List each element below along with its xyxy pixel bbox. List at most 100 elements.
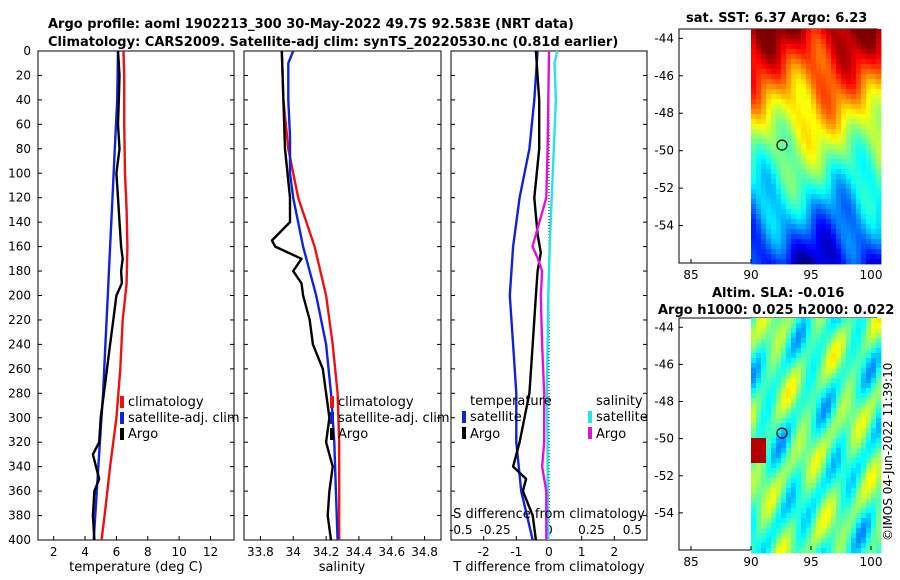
- map-cell: [831, 104, 837, 110]
- map-cell: [861, 159, 867, 165]
- map-cell: [836, 89, 842, 95]
- map-cell: [776, 84, 782, 90]
- map-cell: [856, 433, 862, 439]
- map-cell: [821, 373, 827, 379]
- map-cell: [876, 493, 882, 499]
- map-cell: [801, 174, 807, 180]
- map-cell: [796, 473, 802, 479]
- map-cell: [861, 89, 867, 95]
- map-cell: [826, 154, 832, 160]
- map-cell: [776, 94, 782, 100]
- map-cell: [866, 528, 872, 534]
- map-cell: [836, 259, 842, 265]
- map-cell: [866, 109, 872, 115]
- map-cell: [781, 149, 787, 155]
- map-cell: [831, 543, 837, 549]
- map-cell: [756, 174, 762, 180]
- map-cell: [816, 378, 822, 384]
- map-cell: [761, 438, 767, 444]
- map-cell: [801, 79, 807, 85]
- map-cell: [796, 149, 802, 155]
- map-cell: [801, 488, 807, 494]
- map-cell: [821, 69, 827, 75]
- map-cell: [806, 169, 812, 175]
- map-cell: [801, 398, 807, 404]
- map-cell: [826, 468, 832, 474]
- map-cell: [776, 358, 782, 364]
- map-cell: [766, 134, 772, 140]
- map-cell: [831, 159, 837, 165]
- map-cell: [846, 99, 852, 105]
- map-cell: [811, 154, 817, 160]
- map-cell: [761, 139, 767, 145]
- map-cell: [821, 59, 827, 65]
- map-cell: [776, 109, 782, 115]
- map-cell: [876, 174, 882, 180]
- map-cell: [786, 388, 792, 394]
- map-cell: [796, 333, 802, 339]
- map-cell: [821, 169, 827, 175]
- map-cell: [766, 69, 772, 75]
- map-cell: [786, 328, 792, 334]
- map-cell: [796, 259, 802, 265]
- map-cell: [876, 119, 882, 125]
- map-cell: [831, 49, 837, 55]
- map-cell: [806, 353, 812, 359]
- map-cell: [806, 413, 812, 419]
- map-cell: [861, 224, 867, 230]
- map-cell: [791, 378, 797, 384]
- map-cell: [871, 109, 877, 115]
- map-cell: [776, 169, 782, 175]
- map-cell: [861, 84, 867, 90]
- map-cell: [801, 134, 807, 140]
- legend-swatch-t-argo: [462, 427, 466, 439]
- map-cell: [756, 393, 762, 399]
- map-cell: [851, 79, 857, 85]
- map-cell: [846, 383, 852, 389]
- map-cell: [816, 488, 822, 494]
- map-cell: [816, 533, 822, 539]
- map-cell: [816, 209, 822, 215]
- map-cell: [756, 224, 762, 230]
- map-cell: [801, 94, 807, 100]
- map-cell: [751, 194, 757, 200]
- map-cell: [841, 318, 847, 324]
- map-cell: [846, 358, 852, 364]
- map-cell: [751, 29, 757, 35]
- map-cell: [776, 124, 782, 130]
- map-cell: [761, 44, 767, 50]
- map-cell: [831, 513, 837, 519]
- map-cell: [851, 244, 857, 250]
- map-cell: [771, 154, 777, 160]
- map-cell: [826, 488, 832, 494]
- map-cell: [861, 209, 867, 215]
- map-cell: [876, 64, 882, 70]
- map-cell: [831, 473, 837, 479]
- map-cell: [821, 209, 827, 215]
- map-cell: [856, 473, 862, 479]
- map-cell: [866, 154, 872, 160]
- map-cell: [766, 523, 772, 529]
- map-cell: [856, 149, 862, 155]
- map-cell: [756, 463, 762, 469]
- map-cell: [871, 523, 877, 529]
- map-cell: [836, 383, 842, 389]
- map-cell: [846, 79, 852, 85]
- map-cell: [826, 503, 832, 509]
- map-cell: [836, 363, 842, 369]
- map-cell: [861, 483, 867, 489]
- map-cell: [876, 343, 882, 349]
- map-cell: [836, 29, 842, 35]
- map-cell: [816, 408, 822, 414]
- map-cell: [851, 328, 857, 334]
- map-cell: [856, 488, 862, 494]
- map-cell: [756, 438, 762, 444]
- map-cell: [831, 538, 837, 544]
- map-cell: [766, 164, 772, 170]
- map-cell: [836, 249, 842, 255]
- map-cell: [826, 214, 832, 220]
- map-cell: [771, 119, 777, 125]
- map-cell: [866, 129, 872, 135]
- map-cell: [786, 219, 792, 225]
- map-cell: [836, 179, 842, 185]
